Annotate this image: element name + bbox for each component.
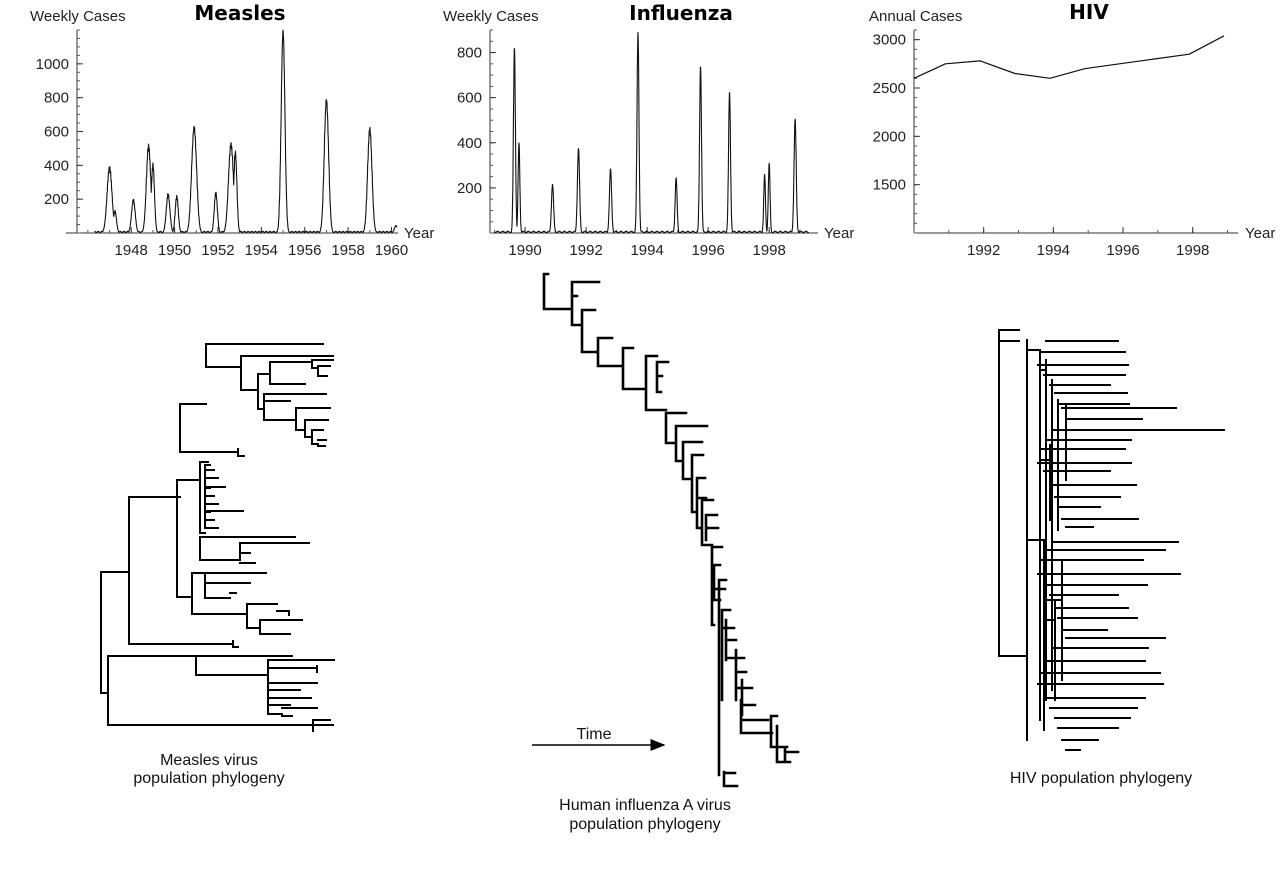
hiv-phylogeny-tree	[998, 329, 1225, 751]
influenza-y-tick-label: 800	[457, 45, 482, 62]
influenza-x-tick-label: 1996	[691, 242, 724, 259]
tree-flu-branches	[542, 272, 800, 788]
measles-y-tick-label: 1000	[36, 56, 69, 73]
measles-xlabel: Year	[404, 225, 434, 242]
measles-title: Measles	[194, 1, 285, 25]
measles-x-tick-label: 1956	[288, 242, 321, 259]
influenza-caption-line2: population phylogeny	[569, 816, 720, 833]
measles-series-line	[94, 29, 398, 234]
influenza-x-tick-label: 1990	[508, 242, 541, 259]
measles-x-tick-label: 1954	[245, 242, 278, 259]
influenza-chart: 200 400 600 800 1990 1992 1994 1996 1998	[457, 29, 818, 259]
influenza-series-line	[494, 31, 810, 234]
hiv-y-tick-label: 2000	[873, 128, 906, 145]
influenza-x-tick-label: 1998	[752, 242, 785, 259]
hiv-xlabel: Year	[1245, 225, 1275, 242]
time-label: Time	[577, 726, 612, 743]
influenza-x-tick-label: 1994	[630, 242, 663, 259]
influenza-y-tick-label: 600	[457, 90, 482, 107]
hiv-caption-line1: HIV population phylogeny	[1010, 770, 1192, 787]
hiv-x-tick-label: 1992	[967, 242, 1000, 259]
measles-caption-line2: population phylogeny	[133, 770, 284, 787]
influenza-x-tick-label: 1992	[569, 242, 602, 259]
hiv-y-tick-label: 3000	[873, 32, 906, 49]
influenza-xlabel: Year	[824, 225, 854, 242]
hiv-y-tick-label: 2500	[873, 80, 906, 97]
measles-x-tick-label: 1952	[201, 242, 234, 259]
measles-x-tick-label: 1960	[375, 242, 408, 259]
hiv-title: HIV	[1069, 0, 1109, 24]
hiv-x-tick-label: 1994	[1037, 242, 1070, 259]
measles-phylogeny-tree	[100, 343, 335, 732]
measles-y-tick-label: 200	[44, 191, 69, 208]
tree-hiv-branches	[998, 329, 1225, 751]
influenza-ylabel: Weekly Cases	[443, 8, 539, 25]
hiv-chart: 1500 2000 2500 3000 1992 1994 1996 1998	[873, 29, 1238, 259]
measles-ylabel: Weekly Cases	[30, 8, 126, 25]
influenza-phylogeny-tree	[542, 272, 800, 788]
measles-caption-line1: Measles virus	[160, 752, 258, 769]
influenza-caption-line1: Human influenza A virus	[559, 797, 731, 814]
measles-x-tick-label: 1948	[115, 242, 148, 259]
hiv-x-tick-label: 1996	[1106, 242, 1139, 259]
hiv-ylabel: Annual Cases	[869, 8, 962, 25]
measles-y-tick-label: 800	[44, 90, 69, 107]
hiv-x-tick-label: 1998	[1176, 242, 1209, 259]
influenza-y-tick-label: 200	[457, 180, 482, 197]
tree-measles-branches	[100, 343, 335, 732]
measles-y-tick-label: 600	[44, 124, 69, 141]
measles-x-tick-label: 1950	[158, 242, 191, 259]
influenza-title: Influenza	[629, 1, 733, 25]
measles-x-tick-label: 1958	[331, 242, 364, 259]
measles-y-tick-label: 400	[44, 157, 69, 174]
influenza-y-tick-label: 400	[457, 135, 482, 152]
measles-chart: 200 400 600 800 1000 1948 1950 1952 1954 1956 1958…	[36, 29, 408, 259]
hiv-y-tick-label: 1500	[873, 177, 906, 194]
hiv-series-line	[913, 35, 1225, 79]
